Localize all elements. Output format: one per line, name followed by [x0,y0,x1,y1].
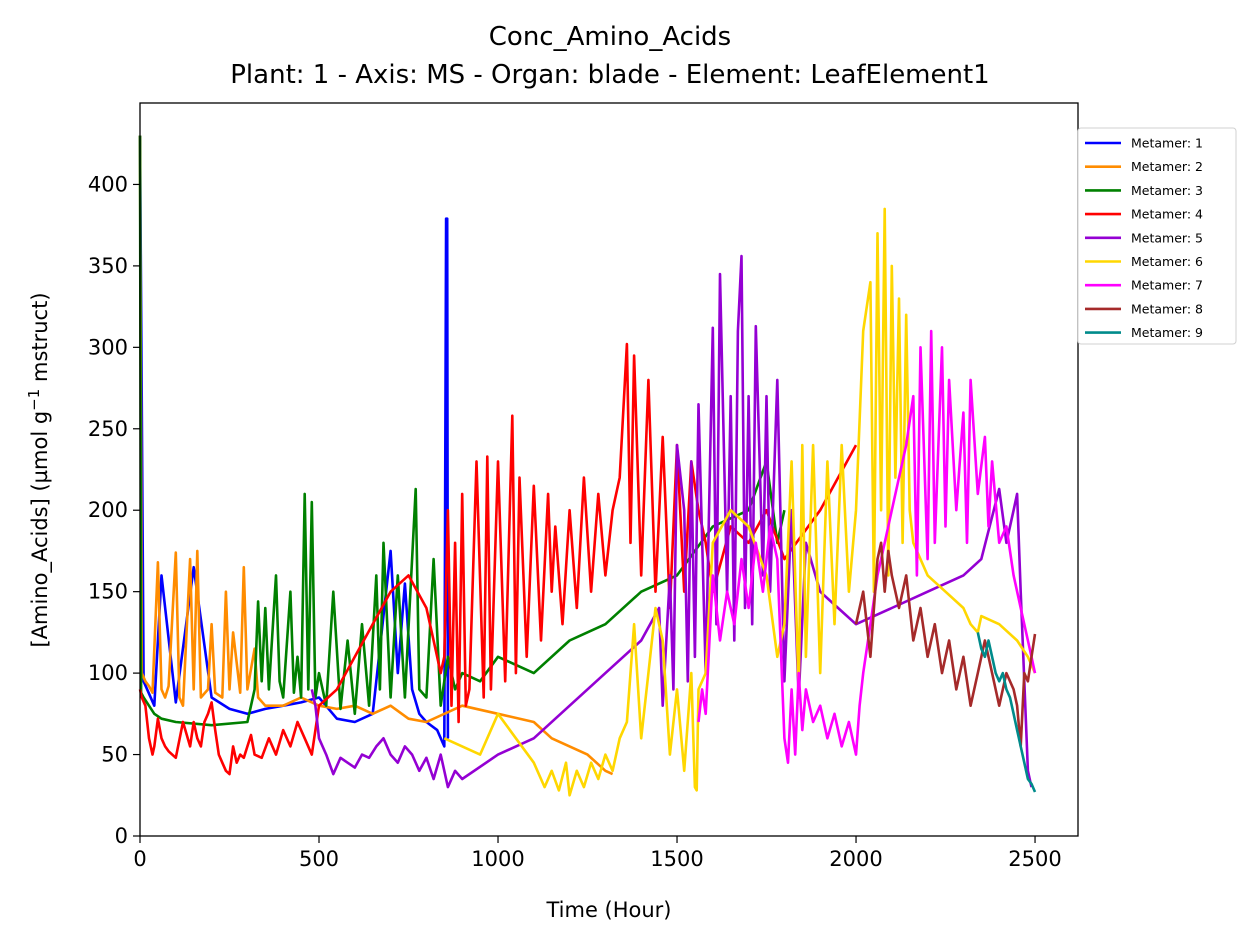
series-line-1 [138,135,450,748]
chart-title: Conc_Amino_Acids [489,22,731,52]
series-line-2 [138,135,614,776]
legend-item: Metamer: 7 [1085,278,1203,293]
x-tick-label: 2000 [829,847,882,871]
y-tick-label: 0 [115,824,128,848]
y-tick-label: 50 [101,743,128,767]
y-tick-label: 150 [88,580,128,604]
series-line-7 [697,329,1037,765]
plot-lines [138,135,1037,797]
legend-item: Metamer: 1 [1085,136,1203,151]
legend-label: Metamer: 6 [1131,254,1203,269]
series-line-4 [138,342,858,776]
series-line-8 [854,541,1037,748]
legend-label: Metamer: 3 [1131,183,1203,198]
legend-item: Metamer: 9 [1085,325,1203,340]
y-tick-label: 350 [88,254,128,278]
legend-label: Metamer: 8 [1131,301,1203,316]
x-axis: 0 500 1000 1500 2000 2500 [133,836,1062,871]
y-axis-label: [Amino_Acids] (µmol g−1 mstruct) [25,292,53,647]
legend-item: Metamer: 8 [1085,301,1203,316]
y-tick-label: 100 [88,661,128,685]
legend-label: Metamer: 9 [1131,325,1203,340]
series-line-3 [138,135,786,727]
x-tick-label: 0 [133,847,146,871]
y-tick-label: 200 [88,498,128,522]
legend-item: Metamer: 6 [1085,254,1203,269]
y-tick-label: 250 [88,417,128,441]
y-tick-label: 400 [88,172,128,196]
legend-label: Metamer: 5 [1131,230,1203,245]
y-axis-label-main: [Amino_Acids] (µmol g [28,411,53,648]
y-axis-label-end: mstruct) [28,292,52,388]
legend-item: Metamer: 5 [1085,230,1203,245]
legend: Metamer: 1 Metamer: 2 Metamer: 3 Metamer: 4… [1077,127,1237,345]
legend-label: Metamer: 7 [1131,278,1203,293]
y-tick-label: 300 [88,335,128,359]
legend-item: Metamer: 4 [1085,207,1203,222]
chart-subtitle: Plant: 1 - Axis: MS - Organ: blade - Ele… [230,60,989,90]
y-axis: 0 50 100 150 200 250 300 350 400 [88,172,140,848]
legend-item: Metamer: 2 [1085,159,1203,174]
legend-label: Metamer: 1 [1131,136,1203,151]
x-tick-label: 2500 [1008,847,1061,871]
x-tick-label: 500 [299,847,339,871]
series-line-5 [310,254,1033,789]
plot-frame [139,102,1079,837]
x-tick-label: 1000 [471,847,524,871]
y-axis-label-superscript: −1 [25,389,43,411]
series-line-9 [976,632,1037,793]
x-axis-label: Time (Hour) [545,898,671,922]
legend-label: Metamer: 4 [1131,207,1203,222]
legend-item: Metamer: 3 [1085,183,1203,198]
legend-label: Metamer: 2 [1131,159,1203,174]
legend-frame [1077,127,1237,345]
x-tick-label: 1500 [650,847,703,871]
